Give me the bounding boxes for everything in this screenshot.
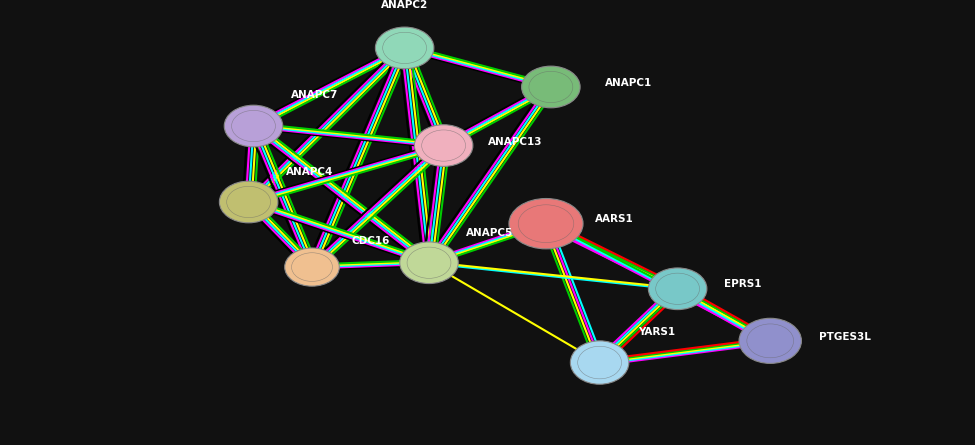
Text: ANAPC13: ANAPC13 (488, 137, 542, 147)
Text: ANAPC4: ANAPC4 (286, 167, 333, 177)
Ellipse shape (528, 71, 573, 103)
Ellipse shape (292, 253, 332, 281)
Ellipse shape (219, 181, 278, 223)
Text: YARS1: YARS1 (639, 328, 676, 337)
Text: ANAPC2: ANAPC2 (381, 0, 428, 10)
Ellipse shape (400, 242, 458, 283)
Ellipse shape (421, 130, 466, 161)
Ellipse shape (232, 110, 275, 142)
Text: ANAPC1: ANAPC1 (604, 77, 651, 88)
Text: ANAPC7: ANAPC7 (291, 90, 338, 100)
Ellipse shape (224, 105, 283, 147)
Text: ANAPC5: ANAPC5 (466, 227, 513, 238)
Ellipse shape (414, 125, 473, 166)
Ellipse shape (570, 341, 629, 384)
Text: AARS1: AARS1 (595, 214, 634, 224)
Ellipse shape (747, 324, 794, 358)
Ellipse shape (375, 27, 434, 69)
Ellipse shape (655, 273, 700, 304)
Ellipse shape (285, 248, 339, 286)
Ellipse shape (648, 268, 707, 310)
Text: PTGES3L: PTGES3L (819, 332, 871, 341)
Ellipse shape (509, 198, 583, 249)
Ellipse shape (382, 32, 427, 64)
Text: CDC16: CDC16 (351, 236, 389, 246)
Ellipse shape (522, 66, 580, 108)
Ellipse shape (739, 318, 801, 364)
Ellipse shape (577, 346, 622, 379)
Text: EPRS1: EPRS1 (724, 279, 761, 289)
Ellipse shape (519, 205, 573, 243)
Ellipse shape (226, 186, 271, 218)
Ellipse shape (408, 247, 450, 279)
